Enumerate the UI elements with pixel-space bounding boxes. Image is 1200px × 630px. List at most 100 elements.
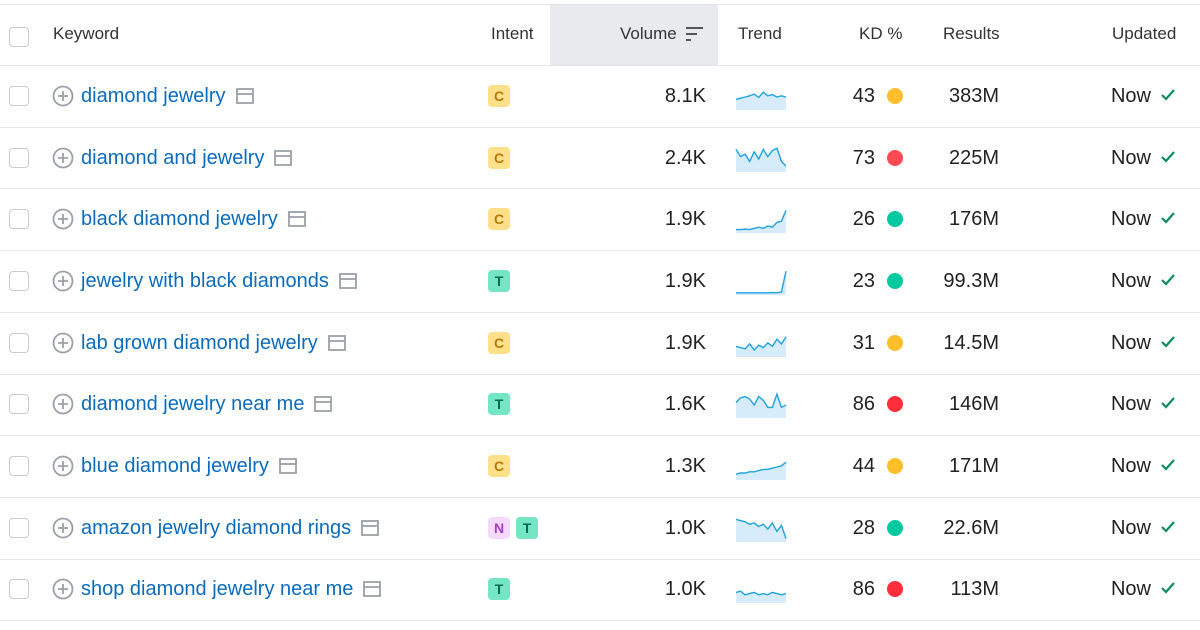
results: 146M — [948, 393, 999, 416]
icon-frame — [338, 273, 357, 289]
keyword-cell: lab grown diamond jewelry — [81, 331, 346, 355]
row-border — [0, 558, 1200, 560]
check-mark — [1161, 459, 1175, 471]
column-header[interactable]: Trend — [738, 24, 782, 43]
serp-icon[interactable] — [287, 211, 306, 228]
icon-plus — [58, 90, 68, 101]
intent-badge: T — [488, 578, 510, 601]
row-checkbox[interactable] — [9, 517, 29, 538]
column-header[interactable]: KD % — [859, 24, 903, 43]
keyword-cell: jewelry with black diamonds — [81, 269, 357, 293]
add-keyword-icon[interactable] — [52, 517, 74, 539]
updated-check — [1161, 212, 1175, 224]
add-keyword-icon[interactable] — [52, 455, 74, 477]
column-header[interactable]: Updated — [1112, 24, 1177, 43]
keyword-cell: diamond jewelry near me — [81, 392, 333, 416]
updated: Now — [1110, 516, 1151, 539]
results: 99.3M — [943, 269, 999, 292]
row-checkbox[interactable] — [9, 579, 29, 600]
add-keyword-icon[interactable] — [52, 393, 74, 415]
keyword-link[interactable]: amazon jewelry diamond rings — [81, 516, 352, 539]
add-keyword-icon[interactable] — [52, 270, 74, 292]
trend-sparkline — [735, 336, 787, 357]
keyword-link[interactable]: diamond and jewelry — [81, 146, 265, 169]
row-checkbox[interactable] — [9, 394, 29, 415]
intent-badge: C — [488, 208, 510, 231]
keyword-cell: diamond and jewelry — [81, 146, 293, 170]
updated-check — [1161, 521, 1175, 533]
serp-icon[interactable] — [274, 149, 293, 166]
icon-frame — [361, 519, 380, 536]
kd-value: 26 — [852, 208, 875, 231]
serp-icon[interactable] — [314, 396, 333, 413]
keyword-link[interactable]: black diamond jewelry — [81, 208, 278, 231]
updated-check — [1161, 274, 1175, 286]
add-keyword-icon[interactable] — [52, 147, 74, 169]
keyword-link[interactable]: jewelry with black diamonds — [81, 269, 329, 292]
column-header[interactable]: Keyword — [53, 24, 120, 43]
intent-badge: N — [488, 516, 510, 539]
kd-value: 23 — [852, 269, 875, 292]
icon-frame — [235, 87, 254, 104]
add-keyword-icon[interactable] — [52, 578, 74, 600]
column-header[interactable]: Intent — [491, 24, 534, 43]
row-checkbox[interactable] — [9, 209, 29, 230]
icon-frame — [314, 396, 333, 413]
row-border — [0, 435, 1200, 437]
icon-circle — [52, 517, 74, 539]
kd-dot — [887, 519, 903, 536]
updated: Now — [1110, 455, 1151, 478]
icon-circle — [52, 85, 74, 107]
add-keyword-icon[interactable] — [52, 85, 74, 107]
kd-dot — [887, 334, 903, 351]
column-header[interactable]: Volume — [620, 24, 677, 43]
updated: Now — [1110, 393, 1151, 416]
trend-line — [735, 336, 787, 351]
row-checkbox[interactable] — [9, 270, 29, 291]
serp-icon[interactable] — [278, 458, 297, 474]
icon-frame — [287, 211, 306, 228]
icon-plus — [58, 522, 68, 533]
row-checkbox[interactable] — [9, 456, 29, 477]
updated: Now — [1110, 269, 1151, 292]
add-keyword-icon[interactable] — [52, 208, 74, 230]
icon-circle — [52, 393, 74, 415]
serp-icon[interactable] — [235, 87, 254, 104]
keyword-cell: amazon jewelry diamond rings — [81, 516, 380, 540]
icon-circle — [52, 147, 74, 168]
row-checkbox[interactable] — [9, 332, 29, 353]
serp-icon[interactable] — [361, 519, 380, 536]
trend-sparkline — [735, 590, 787, 604]
keyword-link[interactable]: blue diamond jewelry — [81, 455, 269, 478]
volume: 1.0K — [664, 516, 706, 539]
check-mark — [1161, 89, 1175, 101]
trend-area — [736, 271, 786, 295]
kd-dot — [887, 396, 903, 413]
keyword-link[interactable]: shop diamond jewelry near me — [81, 578, 354, 601]
column-header[interactable]: Results — [943, 24, 1000, 43]
row-checkbox[interactable] — [9, 147, 29, 168]
intent-badge: C — [488, 84, 510, 107]
row-border — [0, 126, 1200, 128]
select-all-checkbox[interactable] — [9, 27, 29, 47]
keyword-link[interactable]: lab grown diamond jewelry — [81, 331, 318, 354]
sort-icon[interactable] — [686, 26, 704, 42]
row-checkbox[interactable] — [9, 85, 29, 106]
keyword-link[interactable]: diamond jewelry near me — [81, 393, 305, 416]
updated: Now — [1110, 146, 1151, 169]
row-border — [0, 188, 1200, 190]
row-border — [0, 311, 1200, 313]
icon-plus — [58, 152, 68, 163]
serp-icon[interactable] — [338, 273, 357, 289]
icon-frame — [274, 149, 293, 166]
trend-sparkline — [736, 270, 787, 295]
kd-value: 86 — [852, 578, 875, 601]
kd-value: 86 — [852, 393, 875, 416]
icon-circle — [52, 208, 74, 230]
row-border — [0, 373, 1200, 375]
serp-icon[interactable] — [327, 334, 346, 351]
trend-line — [736, 270, 787, 294]
keyword-link[interactable]: diamond jewelry — [81, 84, 226, 107]
serp-icon[interactable] — [363, 581, 382, 598]
add-keyword-icon[interactable] — [52, 332, 74, 354]
